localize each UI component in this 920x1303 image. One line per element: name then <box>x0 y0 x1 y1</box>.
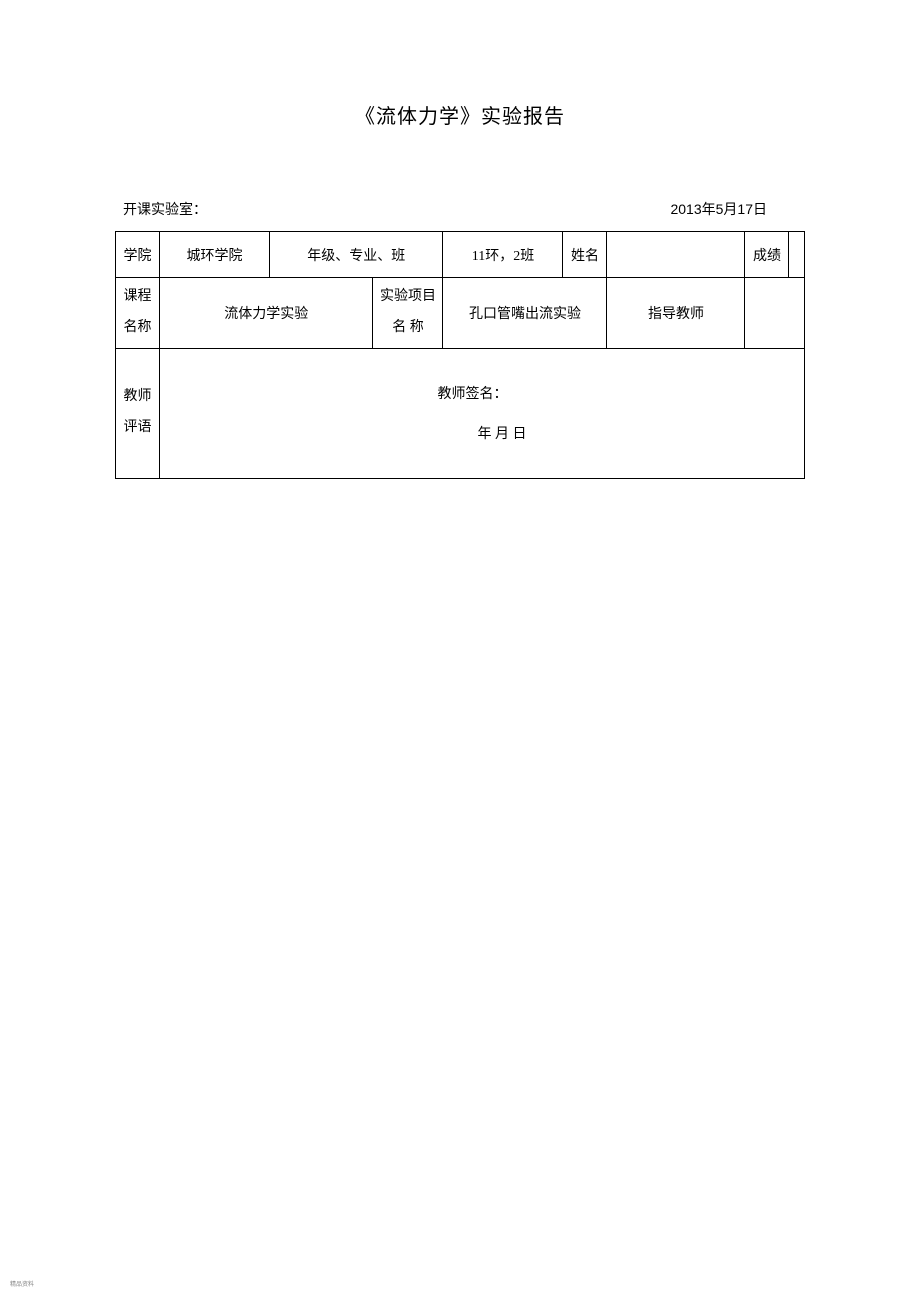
header-line: 开课实验室： 2013年5月17日 <box>115 199 805 219</box>
project-label: 实验项目名 称 <box>373 278 443 349</box>
score-value <box>789 232 805 278</box>
instructor-label: 指导教师 <box>607 278 745 349</box>
date-stub: 年 月 日 <box>438 423 527 443</box>
project-value: 孔口管嘴出流实验 <box>443 278 607 349</box>
course-label: 课程名称 <box>116 278 160 349</box>
name-label: 姓名 <box>563 232 607 278</box>
info-table: 学院 城环学院 年级、专业、班 11环，2班 姓名 成绩 课程名称 流体力学实验… <box>115 231 805 479</box>
report-date: 2013年5月17日 <box>670 199 797 219</box>
instructor-value <box>745 278 805 349</box>
signature-block: 教师签名： 年 月 日 <box>438 383 527 443</box>
grade-label: 年级、专业、班 <box>270 232 443 278</box>
report-title: 《流体力学》实验报告 <box>115 100 805 129</box>
page-container: 《流体力学》实验报告 开课实验室： 2013年5月17日 学院 城环学院 年级、… <box>0 0 920 479</box>
comment-label: 教师评语 <box>116 348 160 478</box>
footer-watermark: 精品资料 <box>10 1279 34 1288</box>
college-label: 学院 <box>116 232 160 278</box>
table-row: 学院 城环学院 年级、专业、班 11环，2班 姓名 成绩 <box>116 232 805 278</box>
comment-area: 教师签名： 年 月 日 <box>160 348 805 478</box>
course-value: 流体力学实验 <box>160 278 373 349</box>
name-value <box>607 232 745 278</box>
table-row: 课程名称 流体力学实验 实验项目名 称 孔口管嘴出流实验 指导教师 <box>116 278 805 349</box>
score-label: 成绩 <box>745 232 789 278</box>
table-row: 教师评语 教师签名： 年 月 日 <box>116 348 805 478</box>
signature-label: 教师签名： <box>438 383 527 403</box>
grade-value: 11环，2班 <box>443 232 563 278</box>
college-value: 城环学院 <box>160 232 270 278</box>
lab-room-label: 开课实验室： <box>123 199 207 219</box>
